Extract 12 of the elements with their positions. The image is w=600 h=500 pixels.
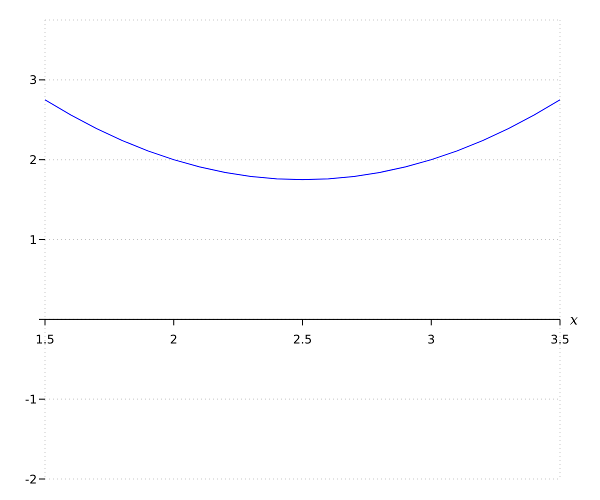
x-tick-label: 3 — [427, 332, 436, 346]
y-tick-label: 1 — [29, 232, 37, 247]
x-axis-title: x — [570, 312, 578, 328]
x-tick-label: 1.5 — [35, 332, 55, 346]
y-tick-label: 2 — [29, 152, 37, 167]
y-tick-label: -1 — [25, 392, 37, 406]
y-tick-label: -2 — [25, 472, 37, 486]
x-tick-label: 2 — [170, 332, 178, 346]
y-tick-label: 3 — [29, 73, 37, 88]
line-series — [45, 99, 560, 180]
x-tick-label: 2.5 — [292, 332, 312, 346]
x-tick-label: 3.5 — [550, 332, 570, 346]
